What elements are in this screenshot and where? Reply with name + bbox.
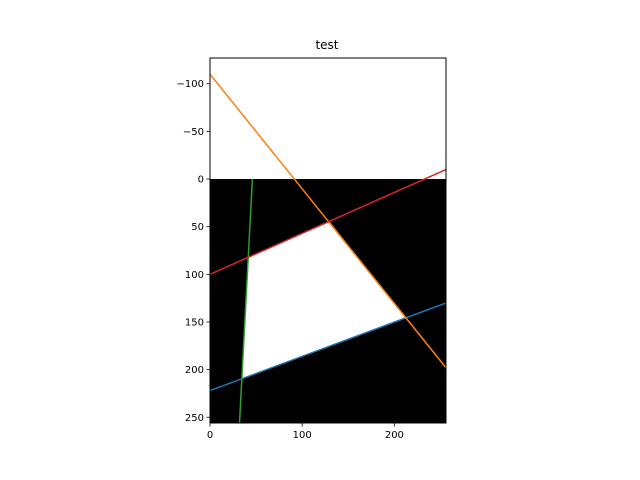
x-tick-label: 0 <box>207 430 213 441</box>
y-tick-label: −50 <box>183 127 204 138</box>
y-tick-label: 100 <box>185 270 204 281</box>
image-white-region <box>242 221 406 380</box>
series-line-1 <box>210 302 446 392</box>
y-axis: −100 −50 0 50 100 150 200 250 <box>177 79 210 424</box>
series-layer <box>210 73 446 423</box>
y-tick-label: 0 <box>198 175 204 186</box>
y-tick-label: −100 <box>177 79 204 90</box>
series-line-3 <box>238 178 254 423</box>
x-tick-label: 100 <box>293 430 312 441</box>
series-line-4 <box>210 168 446 276</box>
plot-frame <box>209 57 447 424</box>
y-tick-label: 150 <box>185 317 204 328</box>
y-tick-label: 250 <box>185 413 204 424</box>
y-tick-label: 50 <box>191 222 204 233</box>
plot-area <box>210 73 446 423</box>
series-line-2 <box>210 73 446 369</box>
x-tick-label: 200 <box>385 430 404 441</box>
y-tick-label: 200 <box>185 365 204 376</box>
x-axis: 0 100 200 <box>207 423 404 441</box>
chart-title: test <box>315 38 338 52</box>
